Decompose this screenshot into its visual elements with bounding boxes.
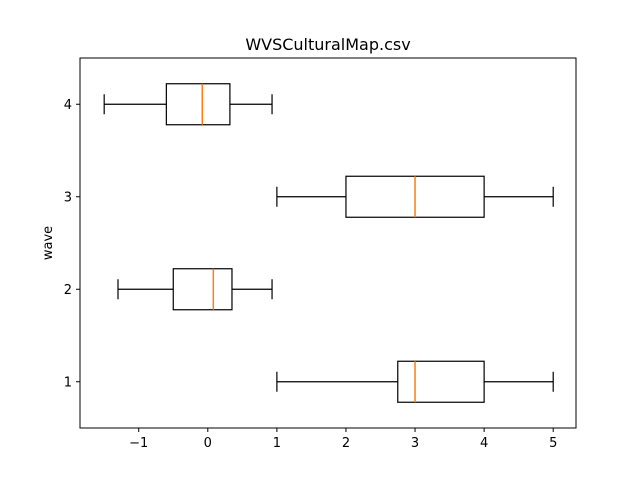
x-tick-label: 4	[480, 436, 488, 451]
x-tick-label: 1	[273, 436, 281, 451]
x-tick-label: 3	[411, 436, 419, 451]
x-tick-label: 5	[549, 436, 557, 451]
iqr-box	[172, 268, 233, 311]
y-tick-label: 3	[64, 190, 72, 205]
x-axis: −1 0 1 2 3 4 5	[129, 428, 557, 451]
boxes-layer	[103, 83, 554, 403]
box-plot-3	[276, 175, 554, 218]
box-plot-2	[117, 268, 273, 311]
y-tick-label: 1	[64, 375, 72, 390]
chart-title: WVSCulturalMap.csv	[245, 35, 410, 54]
plot-frame	[79, 57, 577, 429]
box-plot-1	[276, 360, 554, 403]
iqr-box	[165, 83, 231, 126]
y-axis: 1 2 3 4	[64, 98, 80, 390]
iqr-box	[397, 360, 485, 403]
y-tick-label: 2	[64, 283, 72, 298]
x-tick-label: −1	[129, 436, 148, 451]
x-tick-label: 0	[204, 436, 212, 451]
x-tick-label: 2	[342, 436, 350, 451]
box-plot-4	[103, 83, 273, 126]
y-axis-label: wave	[41, 226, 56, 260]
y-tick-label: 4	[64, 98, 72, 113]
